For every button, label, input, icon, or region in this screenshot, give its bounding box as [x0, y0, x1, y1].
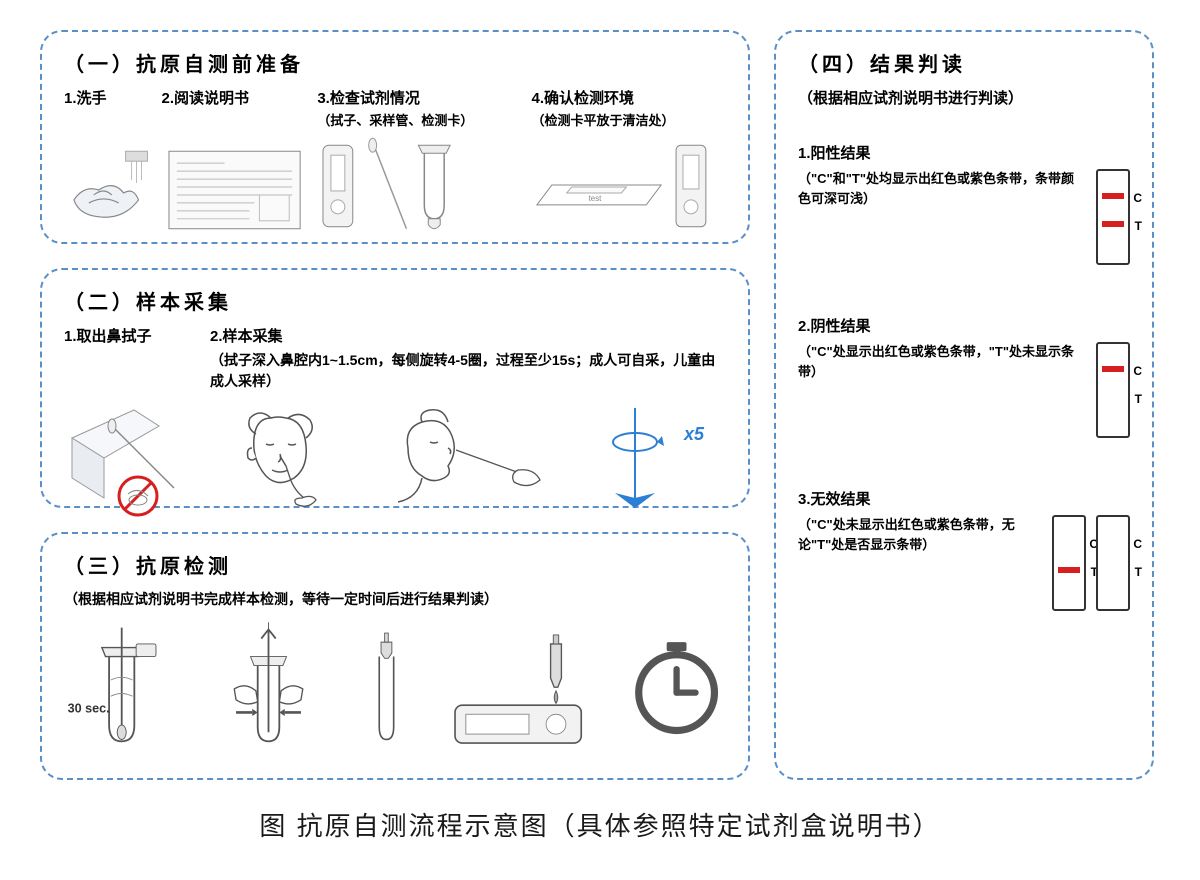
- adult-swab-icon: [216, 398, 366, 518]
- cassette-negative: CT: [1096, 342, 1130, 438]
- section3-note: （根据相应试剂说明书完成样本检测，等待一定时间后进行结果判读）: [64, 589, 726, 609]
- panel-sampling: （二）样本采集 1.取出鼻拭子 2.样本采集 （拭子深入鼻腔内1~1.5cm，每…: [40, 268, 750, 508]
- squeeze-tube-icon: [209, 619, 326, 759]
- cassette-positive: CT: [1096, 169, 1130, 265]
- section4-subtitle: （根据相应试剂说明书进行判读）: [798, 87, 1130, 108]
- cassette-invalid-2: CT: [1096, 515, 1130, 611]
- svg-text:test: test: [589, 194, 603, 203]
- section2-note: （拭子深入鼻腔内1~1.5cm，每侧旋转4-5圈，过程至少15s；成人可自采，儿…: [210, 350, 726, 392]
- section1-labels: 1.洗手 2.阅读说明书 3.检查试剂情况 （拭子、采样管、检测卡） 4.确认检…: [64, 87, 726, 129]
- main-layout: （一）抗原自测前准备 1.洗手 2.阅读说明书 3.检查试剂情况 （拭子、采样管…: [40, 30, 1160, 780]
- result-negative-desc: （"C"处显示出红色或紫色条带，"T"处未显示条带）: [798, 342, 1082, 381]
- section3-icons: 30 sec.: [64, 619, 726, 759]
- figure-caption: 图 抗原自测流程示意图（具体参照特定试剂盒说明书）: [40, 806, 1160, 843]
- panel-results: （四）结果判读 （根据相应试剂说明书进行判读） 1.阳性结果 （"C"和"T"处…: [774, 30, 1154, 780]
- result-positive: 1.阳性结果 （"C"和"T"处均显示出红色或紫色条带，条带颜色可深可浅） CT: [798, 142, 1130, 265]
- left-column: （一）抗原自测前准备 1.洗手 2.阅读说明书 3.检查试剂情况 （拭子、采样管…: [40, 30, 750, 780]
- capped-tube-icon: [354, 619, 417, 759]
- step1-label: 1.洗手: [64, 87, 152, 108]
- section2-icons: x5: [64, 398, 726, 518]
- section2-step1: 1.取出鼻拭子: [64, 325, 194, 346]
- result-positive-desc: （"C"和"T"处均显示出红色或紫色条带，条带颜色可深可浅）: [798, 169, 1082, 208]
- result-negative-title: 2.阴性结果: [798, 315, 1130, 336]
- step4-sub: （检测卡平放于清洁处）: [532, 110, 726, 129]
- kit-components-icon: [317, 135, 516, 235]
- section2-title: （二）样本采集: [64, 286, 726, 315]
- step3-sub: （拭子、采样管、检测卡）: [317, 110, 521, 129]
- panel-preparation: （一）抗原自测前准备 1.洗手 2.阅读说明书 3.检查试剂情况 （拭子、采样管…: [40, 30, 750, 244]
- swab-in-tube-icon: 30 sec.: [64, 619, 181, 759]
- section4-title: （四）结果判读: [798, 48, 1130, 77]
- section1-icons: test: [64, 135, 726, 235]
- result-invalid: 3.无效结果 （"C"处未显示出红色或紫色条带，无论"T"处是否显示条带） CT…: [798, 488, 1130, 611]
- result-invalid-desc: （"C"处未显示出红色或紫色条带，无论"T"处是否显示条带）: [798, 515, 1038, 554]
- clock-icon: [627, 629, 726, 749]
- cassette-invalid-1: CT: [1052, 515, 1086, 611]
- rotate-swab-icon: [580, 398, 690, 518]
- step2-label: 2.阅读说明书: [162, 87, 308, 108]
- panel-detection: （三）抗原检测 （根据相应试剂说明书完成样本检测，等待一定时间后进行结果判读） …: [40, 532, 750, 780]
- x5-label: x5: [684, 424, 704, 445]
- result-negative: 2.阴性结果 （"C"处显示出红色或紫色条带，"T"处未显示条带） CT: [798, 315, 1130, 438]
- instruction-sheet-icon: [165, 145, 304, 235]
- result-invalid-title: 3.无效结果: [798, 488, 1130, 509]
- step4-label: 4.确认检测环境: [532, 87, 726, 108]
- step3-label: 3.检查试剂情况: [317, 87, 521, 108]
- result-positive-title: 1.阳性结果: [798, 142, 1130, 163]
- child-swab-icon: [378, 398, 568, 518]
- timer-30sec-label: 30 sec.: [68, 701, 110, 715]
- drop-cassette-icon: [446, 619, 599, 759]
- wash-hands-icon: [64, 145, 153, 235]
- section3-title: （三）抗原检测: [64, 550, 726, 579]
- section2-step2: 2.样本采集: [210, 325, 726, 346]
- open-swab-icon: [64, 398, 204, 518]
- environment-icon: test: [527, 135, 726, 235]
- section1-title: （一）抗原自测前准备: [64, 48, 726, 77]
- right-column: （四）结果判读 （根据相应试剂说明书进行判读） 1.阳性结果 （"C"和"T"处…: [774, 30, 1154, 780]
